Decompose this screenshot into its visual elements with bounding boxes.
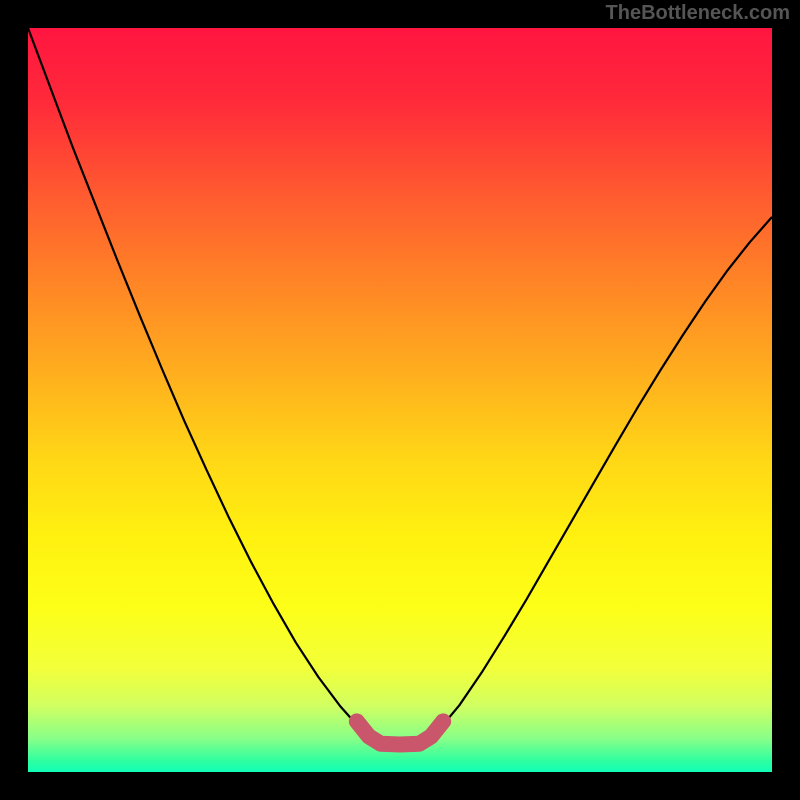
chart-curves <box>28 28 772 772</box>
watermark-text: TheBottleneck.com <box>606 2 790 25</box>
bottleneck-curve-pink <box>357 721 443 744</box>
bottleneck-curve-black <box>28 28 772 746</box>
chart-plot-area <box>28 28 772 772</box>
